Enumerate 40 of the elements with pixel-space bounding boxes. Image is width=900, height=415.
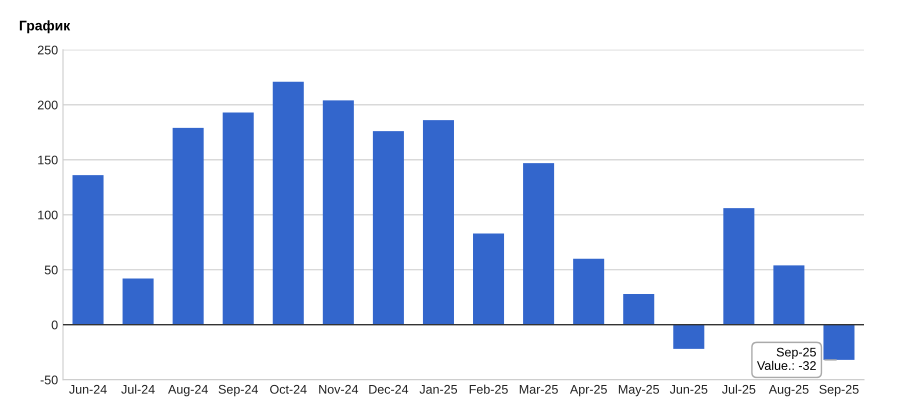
x-tick-label: Dec-24 (369, 384, 408, 394)
bar (322, 100, 354, 325)
x-tick-label: Oct-24 (270, 384, 307, 394)
bar (222, 112, 254, 325)
x-tick-label: Jun-24 (69, 384, 107, 394)
y-tick-label: 100 (38, 210, 58, 220)
x-tick-label: Jul-24 (121, 384, 155, 394)
y-tick-label: 250 (38, 46, 58, 54)
x-tick-label: Jan-25 (420, 384, 458, 394)
x-tick-label: Feb-25 (470, 384, 508, 394)
y-tick-label: 200 (38, 100, 58, 110)
bar (372, 131, 404, 325)
bar (673, 324, 704, 349)
bar (473, 233, 504, 325)
bar (773, 265, 804, 325)
chart-title: График (20, 20, 70, 34)
x-tick-label: Jun-25 (670, 384, 708, 394)
x-tick-label: Sep-25 (819, 384, 859, 396)
y-tick-label: 150 (38, 156, 58, 164)
annotation: Sep-25 Value.: -32 (756, 348, 816, 370)
x-tick-label: Nov-24 (319, 384, 358, 394)
x-tick-label: Jul-25 (722, 384, 756, 394)
x-tick-label: Aug-25 (768, 384, 809, 396)
bar (72, 175, 104, 325)
bar (172, 128, 204, 325)
bar (523, 163, 554, 325)
x-tick-label: Apr-25 (570, 384, 607, 396)
bar (723, 208, 754, 325)
y-tick-label: 0 (52, 320, 58, 330)
y-tick-label: 50 (44, 266, 58, 274)
bar (623, 294, 654, 325)
bar (573, 258, 604, 325)
bar (122, 278, 154, 325)
x-tick-label: May-25 (618, 384, 660, 396)
x-tick-label: Aug-24 (168, 384, 208, 396)
x-tick-label: Sep-24 (218, 384, 258, 396)
bar (422, 120, 454, 325)
y-tick-label: -50 (40, 376, 58, 384)
x-tick-label: Mar-25 (520, 384, 558, 394)
bar (272, 82, 304, 325)
